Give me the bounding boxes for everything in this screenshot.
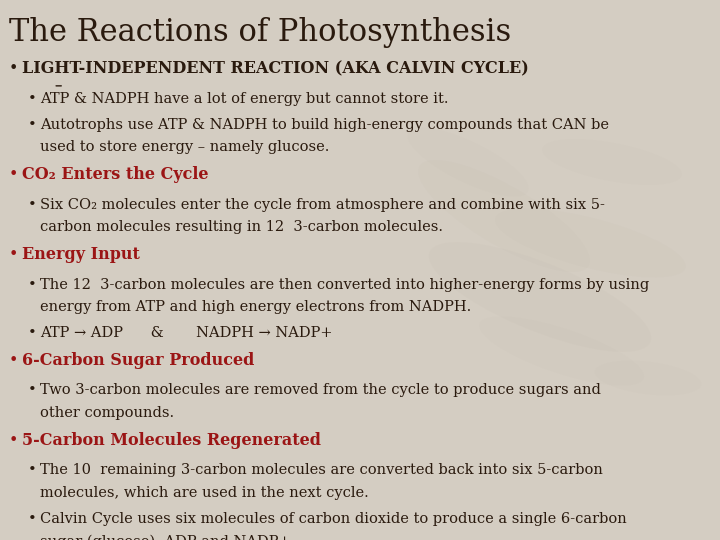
Text: •: • <box>9 166 18 183</box>
Text: 5-Carbon Molecules Regenerated: 5-Carbon Molecules Regenerated <box>22 432 320 449</box>
Ellipse shape <box>429 242 651 352</box>
Text: •: • <box>27 92 36 106</box>
Text: Two 3-carbon molecules are removed from the cycle to produce sugars and: Two 3-carbon molecules are removed from … <box>40 383 600 397</box>
Text: Calvin Cycle uses six molecules of carbon dioxide to produce a single 6-carbon: Calvin Cycle uses six molecules of carbo… <box>40 512 626 526</box>
Text: sugar (glucose), ADP and NADP+: sugar (glucose), ADP and NADP+ <box>40 535 290 540</box>
Text: •: • <box>9 352 18 369</box>
Text: Six CO₂ molecules enter the cycle from atmosphere and combine with six 5-: Six CO₂ molecules enter the cycle from a… <box>40 198 605 212</box>
Text: 6-Carbon Sugar Produced: 6-Carbon Sugar Produced <box>22 352 254 369</box>
Text: •: • <box>27 326 36 340</box>
Text: •: • <box>27 512 36 526</box>
Text: ATP & NADPH have a lot of energy but cannot store it.: ATP & NADPH have a lot of energy but can… <box>40 92 448 106</box>
Text: Energy Input: Energy Input <box>22 246 140 263</box>
Text: other compounds.: other compounds. <box>40 406 174 420</box>
Text: molecules, which are used in the next cycle.: molecules, which are used in the next cy… <box>40 486 369 500</box>
Text: CO₂ Enters the Cycle: CO₂ Enters the Cycle <box>22 166 208 183</box>
Text: The Reactions of Photosynthesis: The Reactions of Photosynthesis <box>9 17 511 48</box>
Text: •: • <box>27 278 36 292</box>
Text: •: • <box>27 383 36 397</box>
Text: •: • <box>9 60 18 77</box>
Text: energy from ATP and high energy electrons from NADPH.: energy from ATP and high energy electron… <box>40 300 471 314</box>
Text: carbon molecules resulting in 12  3-carbon molecules.: carbon molecules resulting in 12 3-carbo… <box>40 220 443 234</box>
Text: Autotrophs use ATP & NADPH to build high-energy compounds that CAN be: Autotrophs use ATP & NADPH to build high… <box>40 118 608 132</box>
Text: •: • <box>27 118 36 132</box>
Text: The 10  remaining 3-carbon molecules are converted back into six 5-carbon: The 10 remaining 3-carbon molecules are … <box>40 463 603 477</box>
Text: LIGHT-INDEPENDENT REACTION (AKA CALVIN CYCLE): LIGHT-INDEPENDENT REACTION (AKA CALVIN C… <box>22 60 528 77</box>
Text: •: • <box>27 198 36 212</box>
Text: ATP → ADP      &       NADPH → NADP+: ATP → ADP & NADPH → NADP+ <box>40 326 332 340</box>
Text: used to store energy – namely glucose.: used to store energy – namely glucose. <box>40 140 329 154</box>
Ellipse shape <box>418 160 590 272</box>
Text: •: • <box>27 463 36 477</box>
Text: •: • <box>9 246 18 263</box>
Ellipse shape <box>495 208 685 278</box>
Text: •: • <box>9 432 18 449</box>
Text: The 12  3-carbon molecules are then converted into higher-energy forms by using: The 12 3-carbon molecules are then conve… <box>40 278 649 292</box>
